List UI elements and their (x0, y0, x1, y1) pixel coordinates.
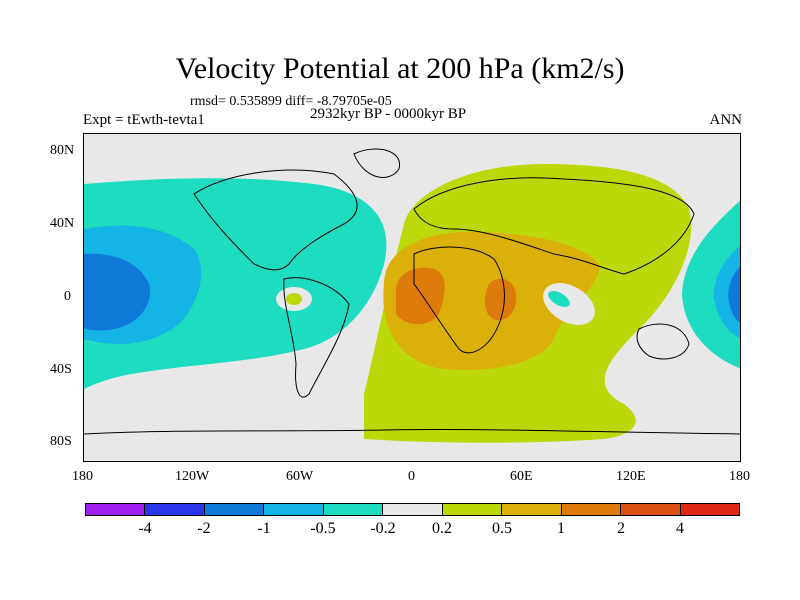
y-label-40n: 40N (50, 216, 75, 231)
x-label-60w: 60W (286, 469, 314, 484)
x-label-0: 0 (408, 469, 415, 484)
coast-australia (636, 323, 690, 360)
colorbar-label: -0.5 (310, 520, 336, 537)
map-panel (83, 133, 741, 462)
colorbar-swatch (561, 504, 622, 515)
colorbar-swatch (264, 504, 324, 515)
contour-pos-1-east (484, 278, 517, 321)
colorbar-label: 0.5 (492, 520, 512, 537)
colorbar-label: -2 (197, 520, 211, 537)
coast-greenland (353, 148, 400, 178)
x-label-120e: 120E (616, 469, 646, 484)
colorbar-label: 4 (676, 520, 684, 537)
colorbar-label: 2 (617, 520, 625, 537)
contour-east-neg-1 (728, 266, 740, 323)
coast-antarctica (84, 428, 740, 435)
colorbar-swatch (323, 504, 384, 515)
coast-south-america (283, 277, 350, 398)
colorbar-swatch (86, 504, 146, 515)
colorbar-swatch (680, 504, 739, 515)
y-label-80n: 80N (50, 143, 75, 158)
colorbar (85, 503, 740, 516)
colorbar-swatch (621, 504, 681, 515)
period-label: 2932kyr BP - 0000kyr BP (310, 106, 467, 122)
coastlines (84, 148, 740, 435)
y-label-80s: 80S (50, 434, 72, 449)
contour-west-pos-patch-inner (286, 293, 302, 305)
colorbar-label: -4 (138, 520, 152, 537)
contour-neg-1 (84, 253, 150, 331)
colorbar-swatch (204, 504, 265, 515)
colorbar-label: 1 (557, 520, 565, 537)
coast-europe-asia (413, 177, 695, 275)
colorbar-swatch (442, 504, 503, 515)
contour-pos-1-west (395, 267, 445, 325)
colorbar-label: 0.2 (432, 520, 452, 537)
x-label-180w: 180 (72, 469, 93, 484)
x-label-60e: 60E (510, 469, 533, 484)
colorbar-swatch (383, 504, 443, 515)
contour-indian-neg-patch-inner (548, 291, 570, 307)
colorbar-swatch (145, 504, 205, 515)
chart-title: Velocity Potential at 200 hPa (km2/s) (175, 52, 625, 85)
x-label-180e: 180 (729, 469, 750, 484)
colorbar-label: -1 (257, 520, 271, 537)
coast-africa (413, 246, 505, 354)
experiment-label: Expt = tEwth-tevta1 (83, 112, 205, 128)
y-label-40s: 40S (50, 362, 72, 377)
coast-north-america (193, 169, 358, 271)
colorbar-swatch (502, 504, 562, 515)
y-label-0: 0 (64, 289, 71, 304)
x-label-120w: 120W (175, 469, 210, 484)
colorbar-label: -0.2 (370, 520, 396, 537)
season-label: ANN (709, 112, 743, 128)
stats-label: rmsd= 0.535899 diff= -8.79705e-05 (190, 94, 392, 109)
contour-map (84, 134, 740, 461)
